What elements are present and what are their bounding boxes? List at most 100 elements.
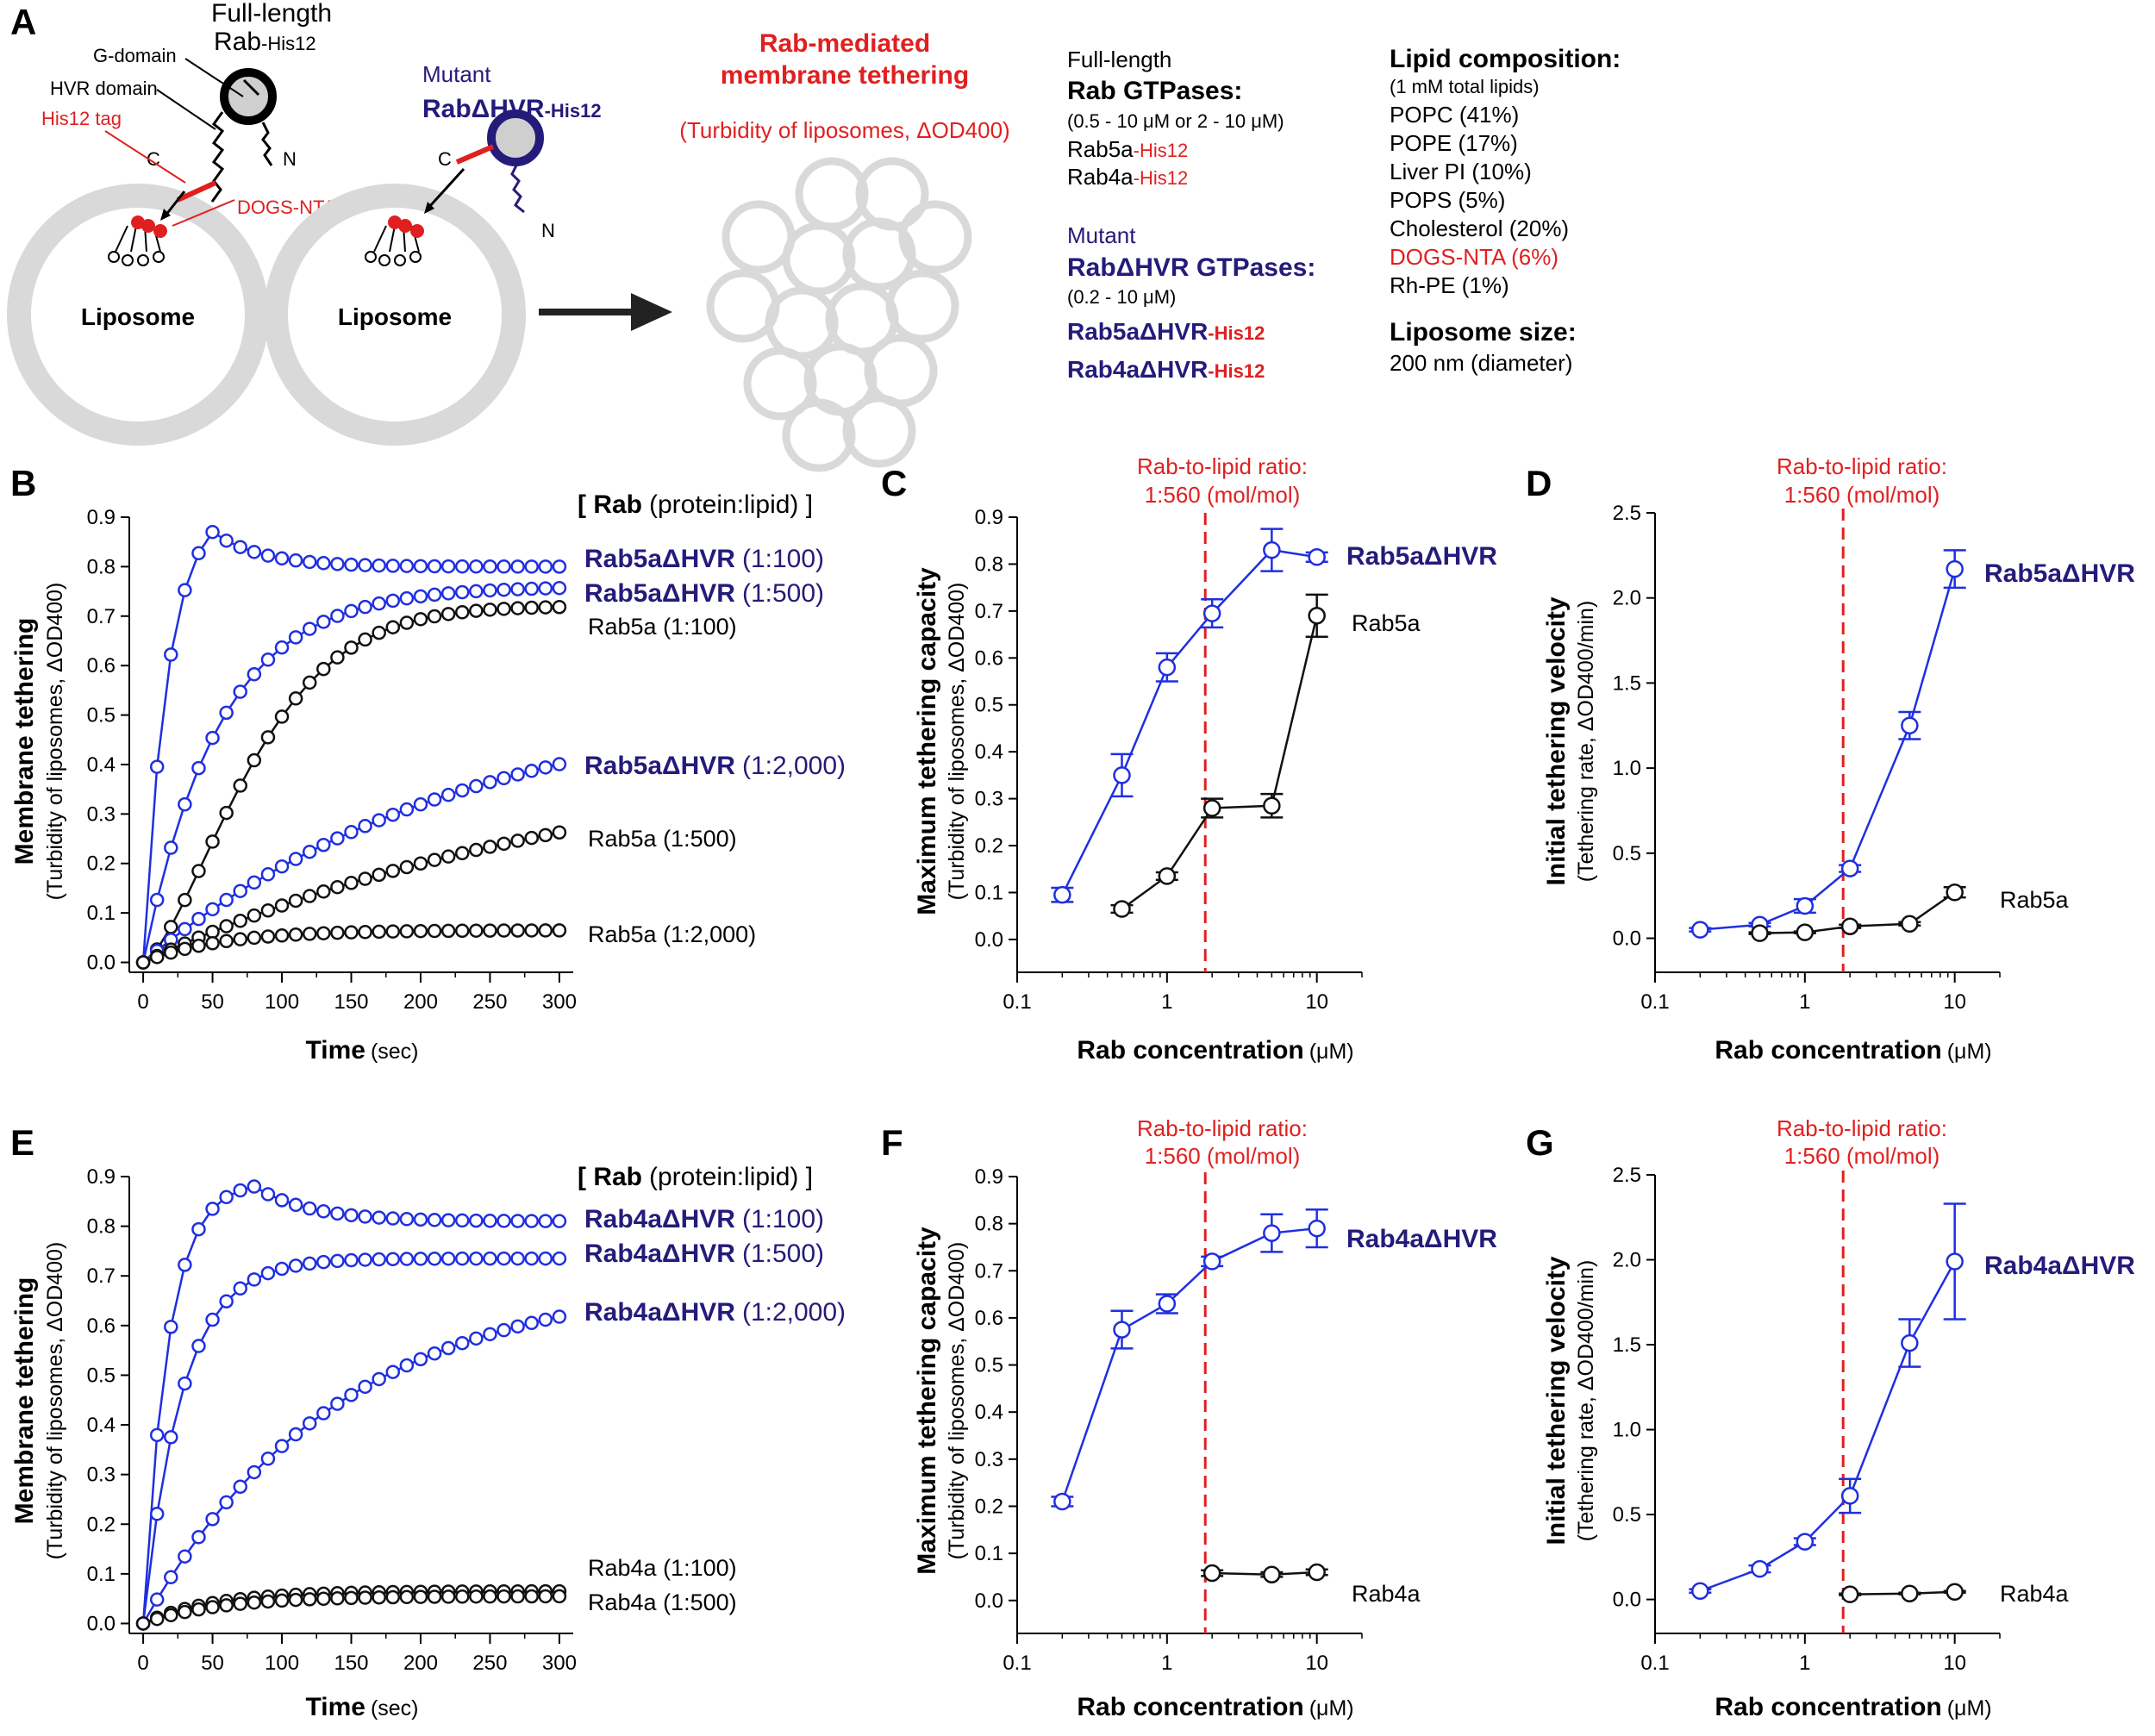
data-point [288,630,303,645]
data-point [302,844,317,859]
data-point [1691,921,1709,939]
data-point [205,730,220,746]
data-point [1308,548,1326,566]
data-point [413,1589,428,1604]
series-label: Rab4a [2000,1581,2070,1607]
x-tick-label: 1 [1161,1652,1172,1675]
data-point [344,1388,359,1402]
mut-item-rab4a: Rab4aΔHVR-His12 [1067,356,1265,383]
y-axis-sub-c: (Turbidity of liposomes, ΔOD400) [945,583,969,901]
x-tick-label: 10 [1305,1652,1328,1675]
data-point [469,1331,484,1346]
data-point [274,1593,290,1608]
data-point [510,1589,525,1604]
data-point [524,1251,539,1266]
data-point [399,802,415,817]
data-point [247,1595,262,1610]
data-point [274,898,290,913]
data-point [178,1258,192,1272]
data-point [330,1206,345,1221]
y-tick-label: 0.0 [87,1612,116,1635]
data-point [149,1507,165,1521]
y-tick-label: 0.5 [975,1354,1003,1377]
mutant-rab-diagram [424,109,544,214]
data-point [205,834,220,849]
data-point [538,1214,553,1228]
panel-letter-f: F [881,1122,903,1163]
data-point [260,1594,276,1609]
data-point [440,1251,456,1266]
data-point [260,1187,276,1202]
data-point [1751,924,1769,942]
y-axis-title-c: Maximum tethering capacity [913,567,941,915]
data-point [1901,716,1919,735]
series-label: Rab4aΔHVR (1:100) [584,1205,824,1233]
data-point [469,1251,484,1266]
rab-dhvr-label: RabΔHVR-His12 [422,95,602,123]
series-label: Rab5a [2000,887,2070,913]
data-point [149,950,165,965]
panel-letter-c: C [881,463,907,503]
data-point [316,1204,331,1219]
y-tick-label: 0.9 [975,506,1003,529]
y-tick-label: 2.0 [1613,587,1641,610]
fl-item-rab4a: Rab4a-His12 [1067,164,1188,190]
dogs-nta-lipids-2 [365,215,424,266]
y-tick-label: 0.0 [1613,927,1641,951]
data-point [247,545,262,559]
data-point [440,559,456,574]
data-point [1840,859,1859,877]
data-point [164,1608,178,1623]
x-tick-label: 0.1 [1003,990,1031,1014]
data-point [260,1265,276,1281]
series-line [141,1185,559,1624]
series-label: Rab4aΔHVR (1:2,000) [584,1298,846,1327]
data-point [344,640,359,655]
data-point [497,1322,511,1338]
y-tick-label: 0.6 [975,1307,1003,1330]
data-point [191,1221,206,1237]
tethering-title-1: Rab-mediated [759,29,930,58]
data-point [247,930,262,946]
data-point [1308,1563,1326,1582]
data-point [483,1327,497,1342]
data-point [358,925,372,940]
data-point [274,859,290,874]
data-point [247,1464,262,1480]
data-point [302,1256,317,1271]
y-tick-label: 0.2 [975,834,1003,858]
data-point [1946,1252,1964,1271]
data-point [538,1589,553,1604]
data-point [483,923,497,938]
data-point [178,941,192,957]
data-point [552,923,567,938]
data-point [330,1591,345,1606]
data-point [330,831,345,846]
lipid-item: Cholesterol (20%) [1390,215,1569,241]
data-point [330,1253,345,1269]
x-axis-title-d: Rab concentration (μM) [1715,1036,1991,1065]
x-tick-label: 150 [334,990,368,1014]
data-point [288,893,303,909]
data-point [385,1589,401,1605]
data-point [330,879,345,895]
data-point [497,1214,511,1228]
y-tick-label: 0.6 [975,646,1003,670]
data-point [247,1272,262,1287]
data-point [538,600,553,615]
y-tick-label: 2.5 [1613,1164,1641,1187]
y-tick-label: 0.7 [975,1259,1003,1283]
data-point [1840,1585,1859,1603]
x-tick-label: 0 [137,990,148,1014]
data-point [135,955,151,970]
fl-item-rab5a: Rab5a-His12 [1067,136,1188,162]
data-point [164,920,178,934]
data-point [344,1208,359,1223]
series-rab4a [1839,1583,1966,1603]
y-tick-label: 1.5 [1613,671,1641,695]
data-point [164,1430,178,1445]
data-point [316,1591,331,1607]
data-point [413,589,428,604]
data-point [316,1254,331,1270]
n-terminus-label: N [283,148,297,170]
